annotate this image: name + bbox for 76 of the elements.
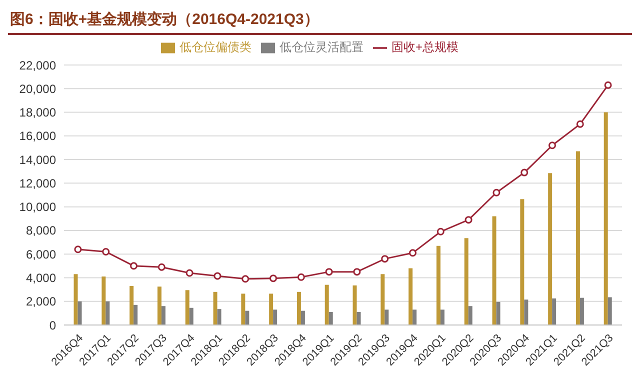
point — [74, 246, 82, 254]
bar — [157, 286, 162, 325]
y-tick-label: 8,000 — [26, 224, 56, 238]
point — [381, 255, 389, 263]
chart-title: 图6：固收+基金规模变动（2016Q4-2021Q3） — [8, 8, 632, 35]
bar — [356, 312, 361, 325]
y-tick-label: 14,000 — [19, 152, 56, 167]
bar — [548, 173, 552, 325]
y-tick-label: 10,000 — [19, 200, 56, 214]
point — [297, 273, 305, 281]
bar — [496, 302, 500, 325]
bar — [74, 274, 78, 325]
bar — [273, 310, 278, 325]
bar — [241, 294, 246, 325]
bar — [380, 274, 385, 325]
point — [102, 248, 110, 256]
bar — [608, 297, 612, 325]
bar — [78, 301, 82, 325]
bar — [130, 286, 134, 325]
bar — [520, 199, 524, 325]
point — [464, 216, 472, 224]
bar — [352, 285, 357, 325]
point — [186, 269, 194, 277]
bar — [213, 292, 218, 325]
bar — [464, 238, 468, 325]
y-tick-label: 22,000 — [19, 58, 56, 72]
point — [130, 262, 138, 270]
bar — [436, 246, 440, 325]
bar — [412, 310, 417, 325]
y-tick-label: 4,000 — [26, 270, 56, 285]
bar — [468, 306, 472, 325]
point — [520, 168, 528, 176]
bar — [269, 294, 274, 325]
bar — [296, 292, 301, 325]
bar — [604, 112, 608, 325]
point — [214, 272, 222, 280]
bar — [161, 306, 166, 325]
y-tick-label: 2,000 — [26, 294, 56, 309]
point — [325, 268, 333, 276]
bar — [576, 151, 580, 325]
point — [353, 268, 361, 276]
point — [548, 142, 556, 150]
bar — [217, 309, 222, 325]
point — [158, 263, 166, 271]
bar — [580, 298, 584, 325]
bar — [328, 312, 333, 325]
legend-label: 固收+总规模 — [391, 40, 458, 54]
y-tick-label: 20,000 — [19, 82, 56, 96]
bar — [324, 284, 329, 325]
y-tick-label: 12,000 — [19, 176, 56, 190]
y-tick-label: 0 — [49, 318, 56, 332]
point — [492, 188, 500, 196]
bar — [524, 300, 528, 325]
point — [409, 249, 416, 257]
y-tick-label: 16,000 — [19, 129, 56, 144]
y-tick-label: 18,000 — [19, 106, 56, 120]
bar — [492, 216, 496, 325]
y-tick-label: 6,000 — [26, 247, 56, 262]
bar — [245, 310, 250, 325]
bar — [440, 310, 444, 325]
legend-label: 低仓位偏债类 — [179, 40, 252, 54]
bar — [106, 301, 110, 325]
bar — [384, 310, 389, 325]
legend-label: 低仓位灵活配置 — [279, 40, 364, 54]
bar — [189, 308, 194, 325]
point — [576, 120, 584, 128]
bar — [552, 298, 556, 325]
bar — [300, 310, 305, 325]
point — [604, 81, 612, 89]
bar — [134, 304, 138, 325]
bar — [102, 276, 106, 325]
bar — [408, 268, 413, 325]
point — [436, 228, 444, 236]
point — [270, 274, 277, 282]
bar — [185, 290, 190, 325]
point — [242, 275, 250, 283]
